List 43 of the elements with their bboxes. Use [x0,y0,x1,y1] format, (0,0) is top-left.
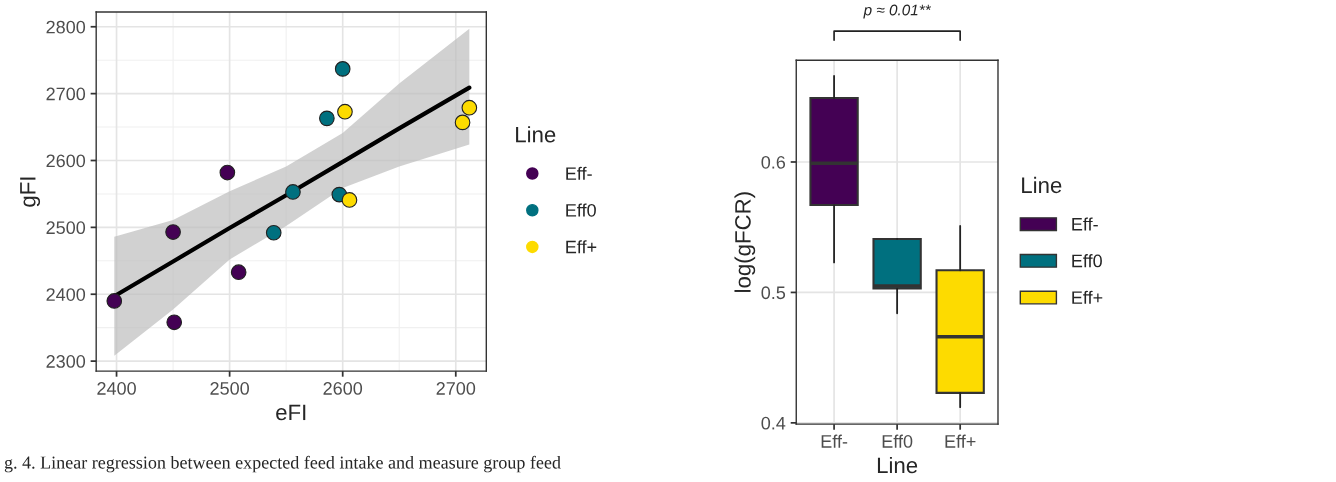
legend-label: Eff+ [566,240,597,254]
point [166,314,183,331]
point [219,164,236,181]
y-tick-label: 2500 [46,221,86,235]
x-axis-title: eFI [276,404,306,421]
point [334,61,351,77]
y-tick-label: 2400 [46,288,86,301]
y-tick-label: 2300 [46,355,86,368]
x-tick-label: 2500 [210,382,249,395]
point [165,224,181,240]
legend-label: Eff- [1072,217,1098,231]
text: p ≈ 0.01** [863,4,932,19]
point [341,192,358,208]
x-tick-label: Eff0 [882,434,913,448]
legend-label: Eff- [566,166,592,180]
legend-label: Eff+ [1072,290,1103,304]
point [265,224,282,241]
x-tick-label: Eff- [821,434,848,448]
point [230,264,247,281]
y-tick-label: 2800 [46,20,86,34]
point [319,110,335,127]
y-tick-label: 0.6 [761,155,786,169]
y-axis-title: gFI [20,177,41,207]
legend-label: Eff0 [1072,254,1102,268]
x-axis-title: Line [877,456,918,474]
y-tick-label: 0.5 [761,286,786,300]
legend-label: Eff0 [566,203,596,217]
x-tick-label: 2600 [323,382,363,395]
point [461,99,478,116]
y-tick-label: 0.4 [761,416,786,430]
x-tick-label: Eff+ [945,434,976,448]
x-tick-label: 2400 [97,382,136,395]
point [454,114,471,131]
x-tick-label: 2700 [436,382,476,395]
y-tick-label: 2700 [46,87,86,101]
point [285,184,301,200]
legend-title: Line [1022,176,1062,194]
y-axis-title: log(gFCR) [734,192,756,292]
legend-title: Line [516,126,556,143]
point [106,293,123,309]
text: g. 4. Linear regression between expected feed intake and measure group feed [4,455,561,473]
point [337,103,353,120]
y-tick-label: 2600 [46,154,86,168]
